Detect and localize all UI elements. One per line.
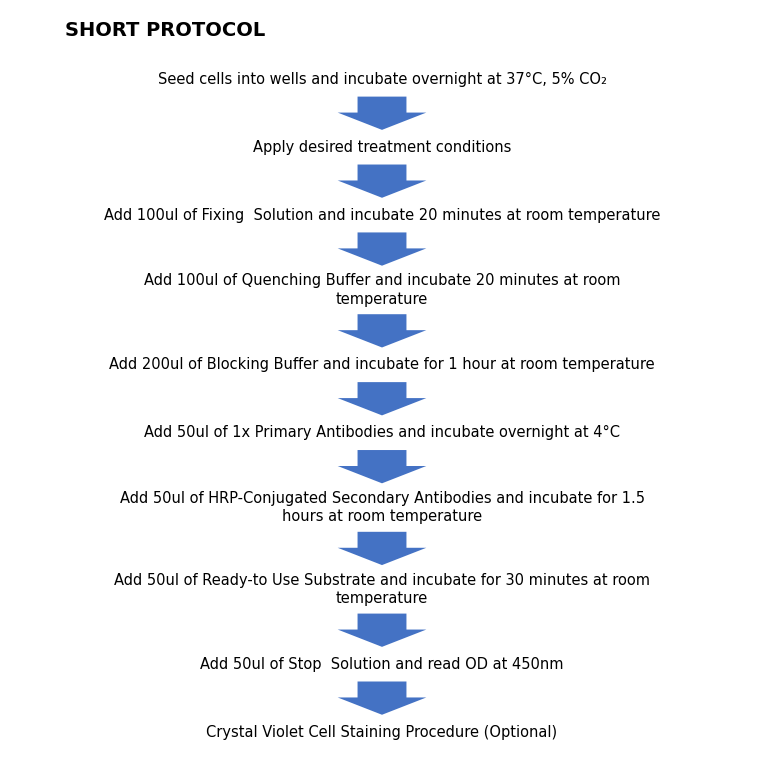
- Text: Add 50ul of Ready-to Use Substrate and incubate for 30 minutes at room
temperatu: Add 50ul of Ready-to Use Substrate and i…: [114, 572, 650, 606]
- Polygon shape: [338, 450, 426, 484]
- Text: Add 50ul of Stop  Solution and read OD at 450nm: Add 50ul of Stop Solution and read OD at…: [200, 657, 564, 672]
- Polygon shape: [338, 382, 426, 416]
- Polygon shape: [338, 164, 426, 198]
- Text: Apply des​ired treatment conditions: Apply des​ired treatment conditions: [253, 140, 511, 154]
- Polygon shape: [338, 532, 426, 565]
- Text: Add 100ul of Quenching Buffer and incubate 20 minutes at room
temperature: Add 100ul of Quenching Buffer and incuba…: [144, 274, 620, 307]
- Text: Seed cells into wells and incubate overnight at 37°C, 5% CO₂: Seed cells into wells and incubate overn…: [157, 72, 607, 87]
- Polygon shape: [338, 314, 426, 348]
- Polygon shape: [338, 96, 426, 130]
- Text: Add 50ul of HRP-Conjugated Secondary Antibodies and incubate for 1.5
hours at ro: Add 50ul of HRP-Conjugated Secondary Ant…: [119, 490, 645, 524]
- Polygon shape: [338, 681, 426, 715]
- Text: Add 200ul of Blocking Buffer and incubate for 1 hour at room temperature: Add 200ul of Blocking Buffer and incubat…: [109, 358, 655, 372]
- Text: Add 50ul of 1x Primary Antibodies and incubate overnight at 4°C: Add 50ul of 1x Primary Antibodies and in…: [144, 426, 620, 440]
- Polygon shape: [338, 232, 426, 266]
- Polygon shape: [338, 613, 426, 647]
- Text: Crystal Violet Cell Staining Procedure (Optional): Crystal Violet Cell Staining Procedure (…: [206, 724, 558, 740]
- Text: SHORT PROTOCOL: SHORT PROTOCOL: [65, 21, 265, 40]
- Text: Add 100ul of Fixing  Solution and incubate 20 minutes at room temperature: Add 100ul of Fixing Solution and incubat…: [104, 208, 660, 222]
